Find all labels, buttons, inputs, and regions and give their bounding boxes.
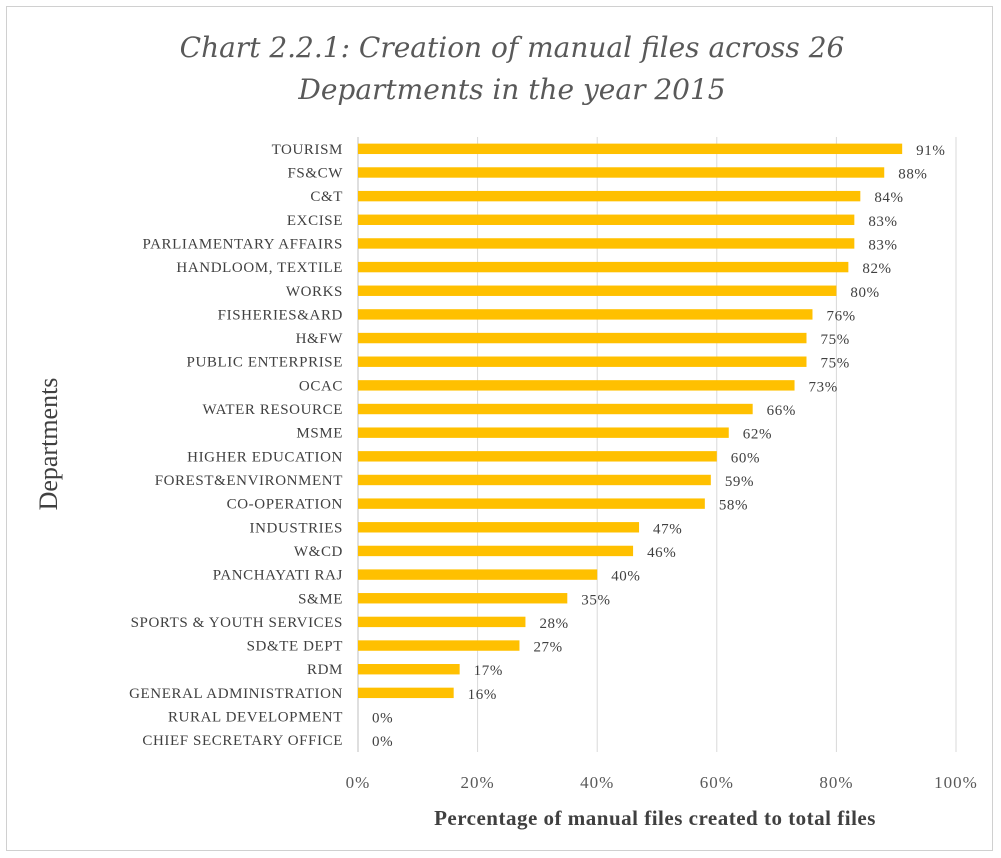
data-label: 40% [611,569,640,585]
bars [358,143,903,699]
bar [358,167,885,178]
data-label: 88% [898,166,927,182]
bar [358,569,598,580]
data-label: 80% [850,285,879,301]
category-label: GENERAL ADMINISTRATION [129,686,343,702]
bar [358,427,729,438]
bar [358,403,753,415]
data-label: 83% [868,237,897,253]
data-label: 58% [719,498,748,514]
bar [358,380,795,391]
category-label: OCAC [299,378,343,394]
bar [358,451,717,462]
category-label: FS&CW [287,165,343,181]
bar [358,143,903,155]
data-label: 47% [653,521,682,537]
x-tick-label: 80% [819,773,853,792]
data-label: 0% [372,734,393,750]
data-label: 83% [868,214,897,230]
category-label: EXCISE [287,213,343,229]
x-tick-label: 0% [346,773,371,792]
bar [358,474,711,486]
data-label: 76% [826,308,855,324]
x-tick-labels: 0% 20% 40% 60% 80% 100% [346,773,978,792]
bar [358,498,705,509]
x-tick-label: 20% [461,773,495,792]
data-label: 59% [725,474,754,490]
category-label: W&CD [294,544,343,560]
category-label: CO-OPERATION [227,497,343,513]
category-label: PARLIAMENTARY AFFAIRS [143,236,343,252]
category-label: FISHERIES&ARD [218,307,343,323]
data-label: 28% [539,616,568,632]
bar [358,285,837,296]
bar [358,640,520,651]
data-label: 17% [474,663,503,679]
bar [358,616,526,628]
data-labels: 91% 88% 84% 83% 83% 82% 80% 76% 75% 75% 73% 66% 62% 6… [372,143,945,750]
data-label: 0% [372,711,393,727]
data-label: 27% [533,640,562,656]
category-label: H&FW [296,331,344,347]
x-tick-label: 60% [700,773,734,792]
category-label: C&T [310,189,343,205]
data-label: 73% [809,379,838,395]
data-label: 75% [821,356,850,372]
bar [358,309,813,320]
category-label: RDM [307,662,343,678]
category-labels: TOURISM FS&CW C&T EXCISE PARLIAMENTARY AFFAI… [129,142,343,749]
category-label: MSME [296,426,343,442]
bar [358,332,807,344]
chart-title-line-2: Departments in the year 2015 [297,73,725,106]
data-label: 91% [916,143,945,159]
category-label: FOREST&ENVIRONMENT [155,473,343,489]
bar [358,522,640,533]
data-label: 82% [862,261,891,277]
data-label: 75% [821,332,850,348]
category-label: SPORTS & YOUTH SERVICES [131,615,343,631]
bar [358,664,460,675]
bar [358,190,861,202]
bar [358,687,454,699]
bar [358,545,634,557]
category-label: WATER RESOURCE [203,402,344,418]
data-label: 62% [743,427,772,443]
data-label: 16% [468,687,497,703]
x-tick-label: 40% [580,773,614,792]
data-label: 60% [731,450,760,466]
bar [358,214,855,225]
category-label: PUBLIC ENTERPRISE [187,355,343,371]
data-label: 84% [874,190,903,206]
bar [358,356,807,367]
bar [358,261,849,273]
chart-title-line-1: Chart 2.2.1: Creation of manual files ac… [180,31,845,64]
data-label: 35% [581,592,610,608]
category-label: SD&TE DEPT [247,639,343,655]
y-axis-label: Departments [34,378,63,511]
category-label: HIGHER EDUCATION [187,449,343,465]
category-label: TOURISM [272,142,343,158]
data-label: 66% [767,403,796,419]
category-label: INDUSTRIES [249,520,343,536]
category-label: CHIEF SECRETARY OFFICE [142,733,343,749]
category-label: S&ME [298,591,343,607]
bar [358,238,855,249]
category-label: PANCHAYATI RAJ [213,568,343,584]
category-label: WORKS [286,284,343,300]
x-axis-label: Percentage of manual files created to to… [434,806,876,830]
category-label: HANDLOOM, TEXTILE [176,260,343,276]
bar [358,593,568,604]
x-tick-label: 100% [934,773,978,792]
category-label: RURAL DEVELOPMENT [168,710,343,726]
gridlines [357,137,957,752]
data-label: 46% [647,545,676,561]
